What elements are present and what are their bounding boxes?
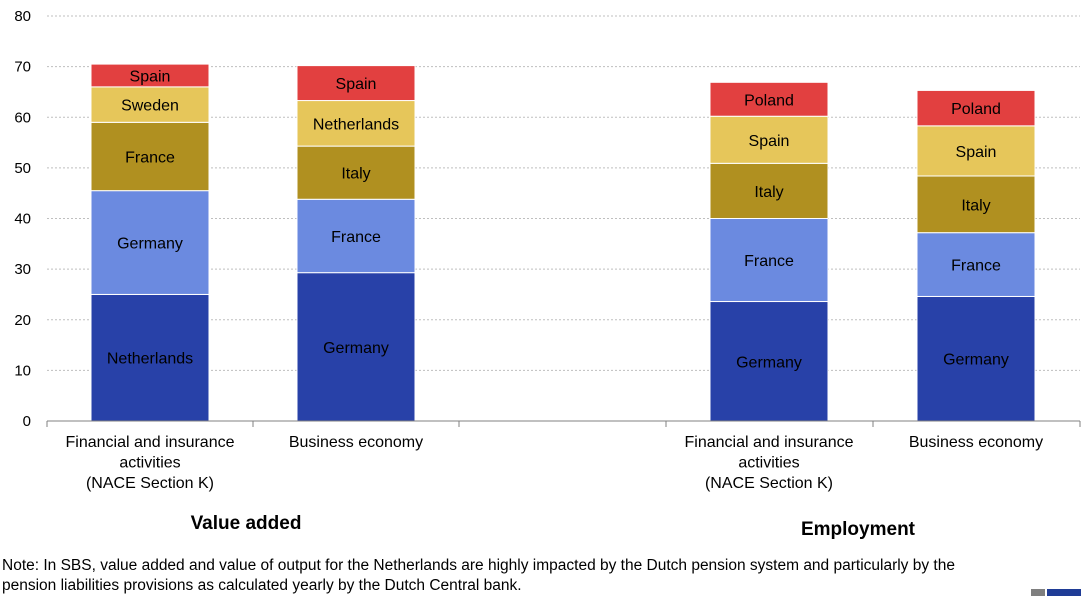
bar-segment-netherlands bbox=[296, 100, 416, 147]
y-tick-label: 20 bbox=[14, 312, 31, 329]
segment-label: Italy bbox=[341, 166, 370, 183]
bar-segment-spain bbox=[296, 65, 416, 102]
bar-segment-germany bbox=[709, 301, 829, 422]
segment-label: Netherlands bbox=[107, 351, 193, 368]
y-tick-label: 40 bbox=[14, 211, 31, 228]
category-label: Business economy bbox=[289, 434, 423, 451]
group-title-employment: Employment bbox=[800, 519, 916, 540]
logo-grey-mark bbox=[1031, 589, 1045, 596]
y-tick-label: 50 bbox=[14, 160, 31, 177]
segment-label: Poland bbox=[951, 101, 1001, 118]
segment-label: Germany bbox=[117, 236, 183, 253]
segment-label: Spain bbox=[956, 144, 997, 161]
bar-segment-germany bbox=[90, 190, 210, 295]
segment-label: Italy bbox=[754, 184, 783, 201]
stacked-bar-chart: Netherlands Germany France Sweden Spain Germa… bbox=[14, 8, 1081, 492]
bars: Netherlands Germany France Sweden Spain Germa… bbox=[90, 63, 1036, 422]
segment-label: Germany bbox=[736, 354, 802, 371]
bar-segment-spain bbox=[90, 63, 210, 88]
bar-segment-netherlands bbox=[90, 293, 210, 422]
category-label: Financial and insurance bbox=[66, 434, 235, 451]
y-tick-label: 70 bbox=[14, 59, 31, 76]
segment-label: Spain bbox=[749, 133, 790, 150]
bar-segment-italy bbox=[709, 162, 829, 220]
category-label: Business economy bbox=[909, 434, 1043, 451]
axes bbox=[46, 420, 1081, 427]
bar-segment-poland bbox=[709, 81, 829, 117]
bar-segment-spain bbox=[709, 115, 829, 164]
segment-label: France bbox=[951, 258, 1001, 275]
y-tick-label: 0 bbox=[23, 413, 31, 430]
footnote: Note: In SBS, value added and value of o… bbox=[2, 557, 955, 594]
y-tick-label: 30 bbox=[14, 261, 31, 278]
logo-blue-mark bbox=[1047, 589, 1081, 596]
y-tick-label: 60 bbox=[14, 109, 31, 126]
bar-segment-germany bbox=[296, 272, 416, 422]
category-label: (NACE Section K) bbox=[705, 475, 833, 492]
bar-segment-france bbox=[90, 121, 210, 192]
bar-segment-france bbox=[709, 218, 829, 303]
category-label: activities bbox=[119, 455, 180, 472]
group-title-value-added: Value added bbox=[190, 513, 302, 534]
segment-label: Poland bbox=[744, 92, 794, 109]
segment-label: Italy bbox=[961, 197, 990, 214]
segment-label: Germany bbox=[323, 340, 389, 357]
y-tick-label: 10 bbox=[14, 362, 31, 379]
segment-label: France bbox=[744, 253, 794, 270]
category-label: activities bbox=[738, 455, 799, 472]
gridlines bbox=[47, 15, 1080, 371]
y-tick-label: 80 bbox=[14, 8, 31, 25]
category-labels: Financial and insurance activities (NACE S… bbox=[66, 434, 1044, 492]
segment-label: France bbox=[331, 229, 381, 246]
category-label: (NACE Section K) bbox=[86, 475, 214, 492]
bar-segment-italy bbox=[296, 145, 416, 200]
segment-label: Spain bbox=[130, 68, 171, 85]
segment-label: Spain bbox=[336, 76, 377, 93]
bar-segment-poland bbox=[916, 89, 1036, 127]
bar-segment-italy bbox=[916, 175, 1036, 234]
segment-label: Netherlands bbox=[313, 116, 399, 133]
bar-segment-sweden bbox=[90, 86, 210, 123]
segment-label: Sweden bbox=[121, 98, 179, 115]
category-label: Financial and insurance bbox=[685, 434, 854, 451]
y-tick-labels: 0 10 20 30 40 50 60 70 80 bbox=[14, 8, 31, 430]
bar-segment-germany bbox=[916, 295, 1036, 422]
bar-segment-france bbox=[916, 232, 1036, 297]
segment-label: Germany bbox=[943, 352, 1009, 369]
bar-segment-spain bbox=[916, 125, 1036, 177]
segment-label: France bbox=[125, 149, 175, 166]
bar-segment-france bbox=[296, 198, 416, 274]
